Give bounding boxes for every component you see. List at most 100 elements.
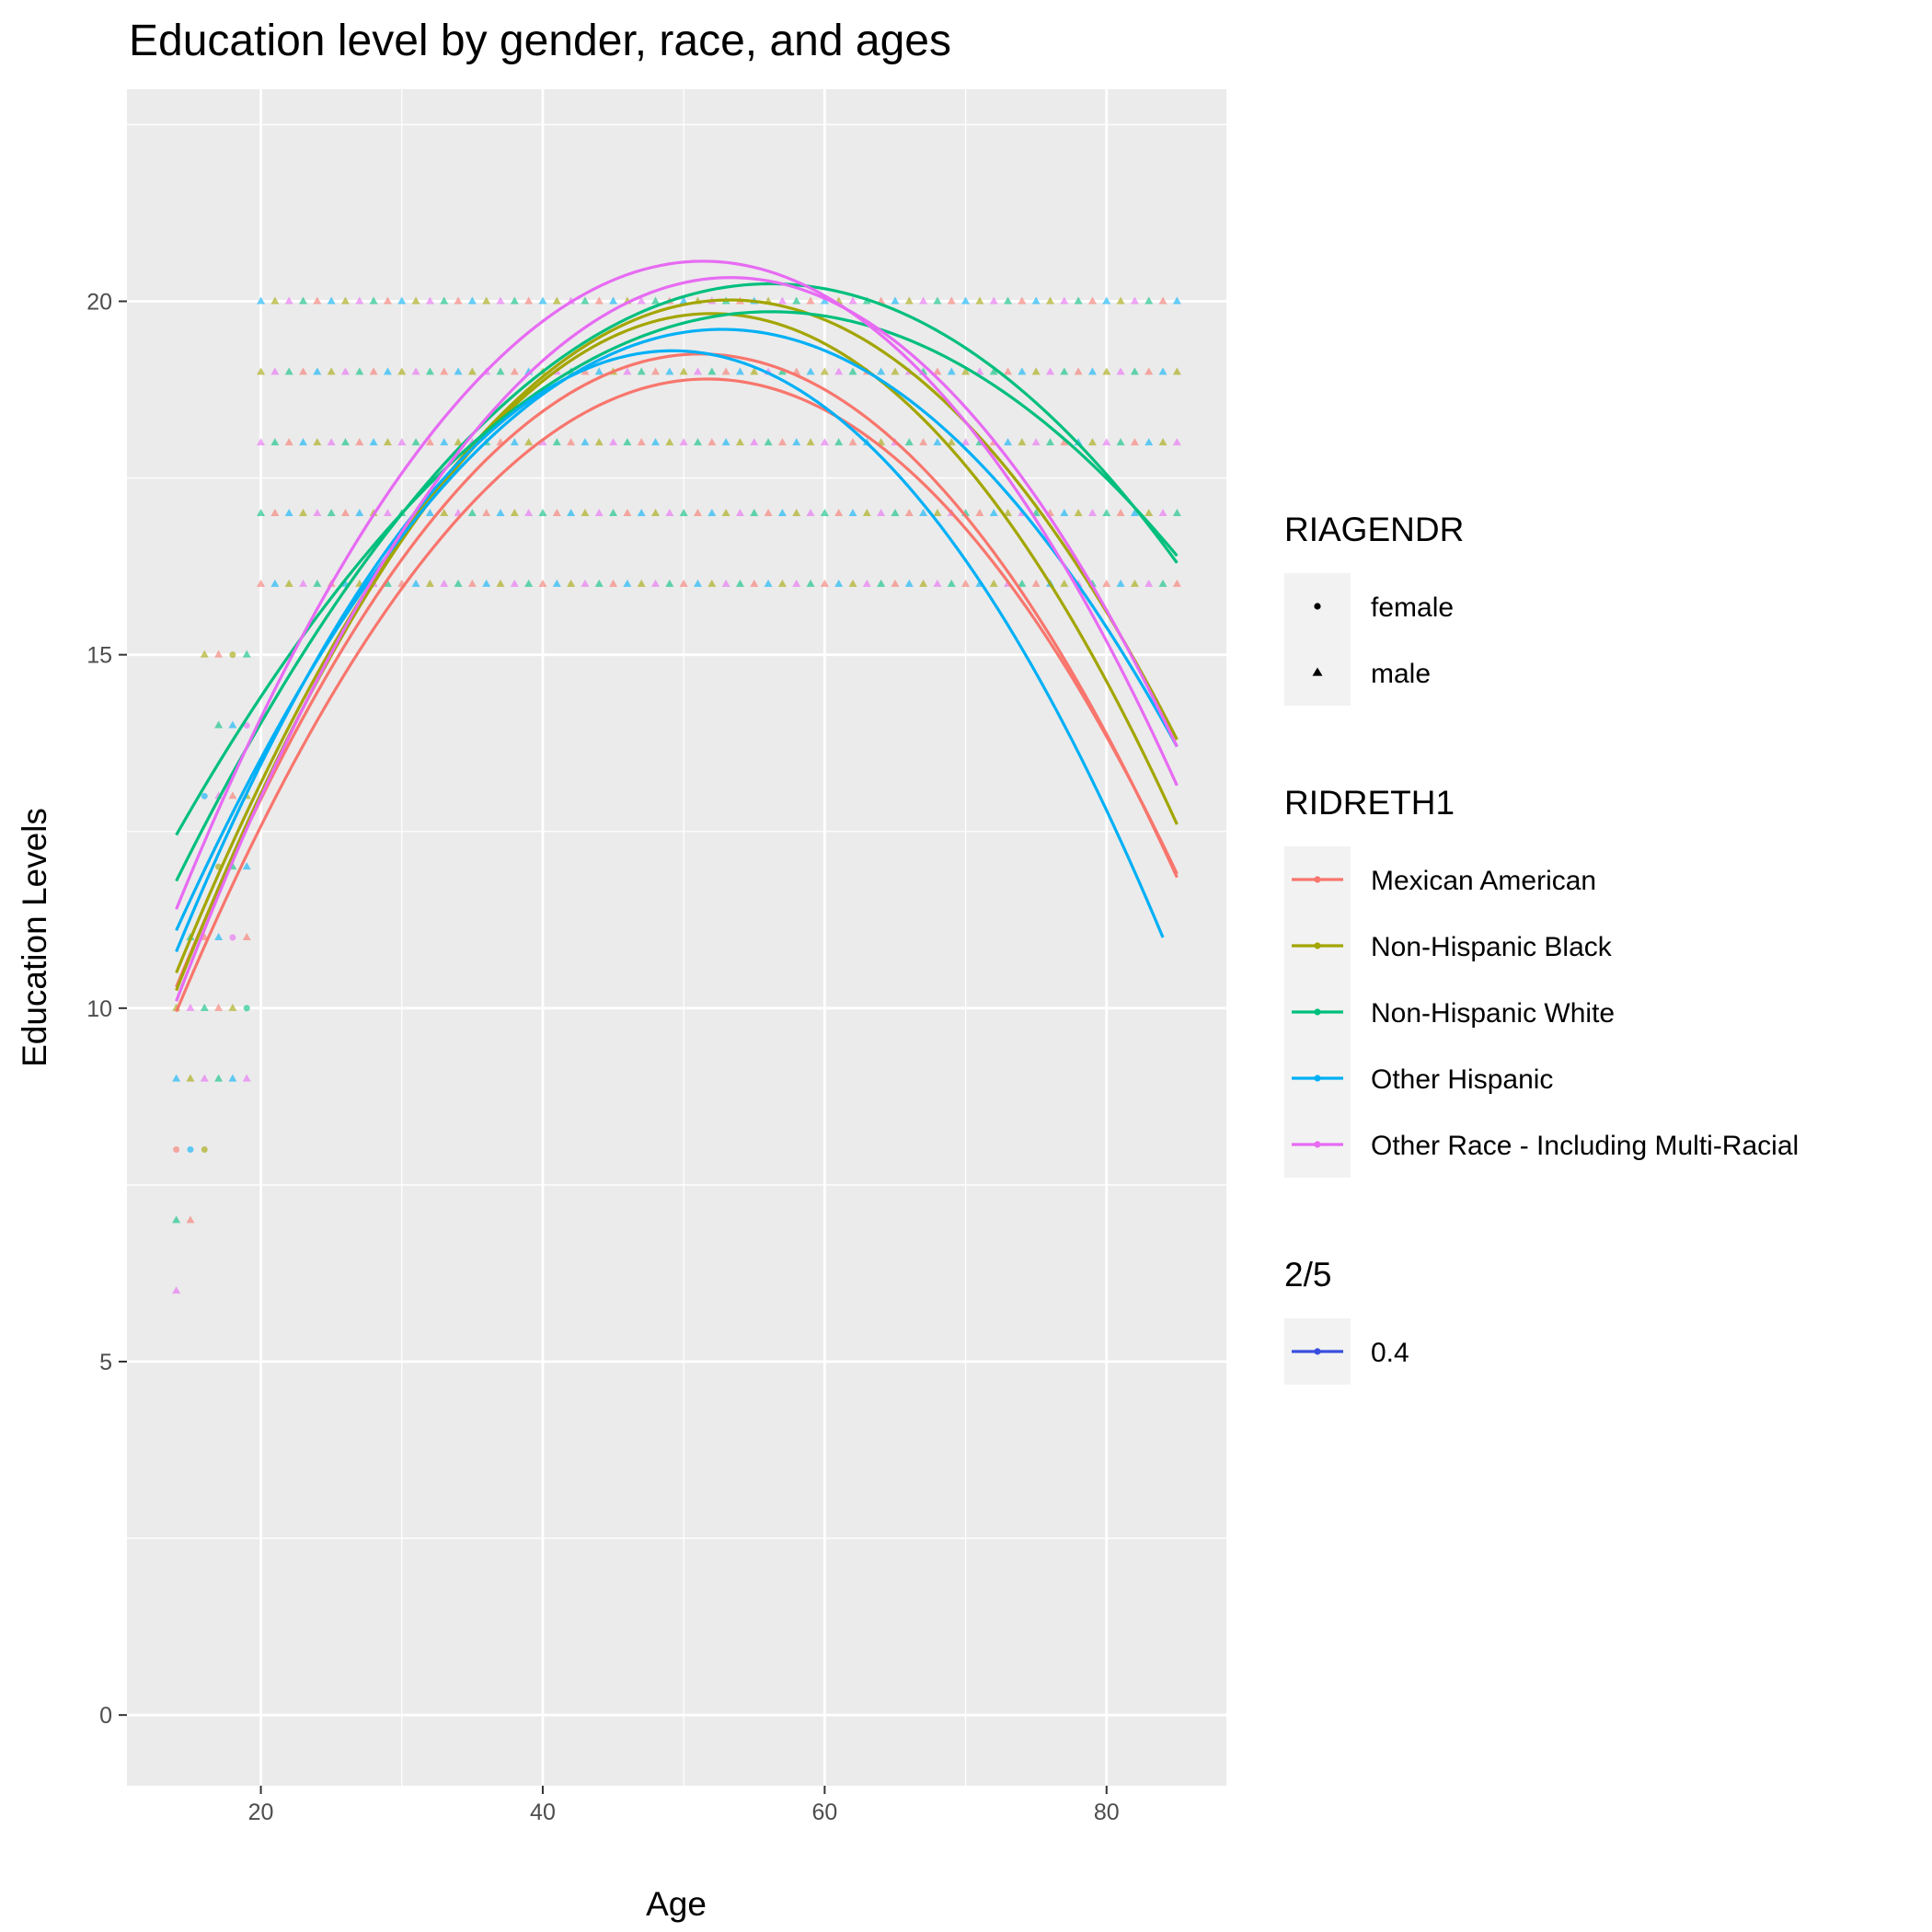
x-tick-label: 60 [811,1800,837,1825]
fit-line [175,352,1179,988]
point-male [806,438,815,446]
point-male [792,579,801,587]
point-male [1144,367,1154,375]
point-male [383,579,392,587]
legend-label: Non-Hispanic Black [1371,932,1613,962]
point-male [609,579,618,587]
point-male [454,579,463,587]
legend-key-male [1312,667,1323,676]
y-tick-label: 0 [99,1703,112,1729]
point-female [243,722,250,729]
point-male [933,367,942,375]
point-male [172,1286,181,1294]
point-male [961,579,971,587]
point-male [637,579,646,587]
point-male [1004,296,1013,305]
point-male [707,509,717,516]
x-tick-label: 40 [530,1800,556,1825]
point-male [284,296,293,305]
point-male [820,367,829,375]
point-male [594,296,604,305]
point-male [806,296,815,305]
point-male [383,367,392,375]
point-male [1116,579,1125,587]
point-male [834,579,844,587]
point-male [1031,579,1041,587]
fit-line [175,259,1179,910]
point-male [397,438,407,446]
point-male [820,296,829,305]
point-male [961,438,971,446]
point-male [299,296,308,305]
point-male [609,438,618,446]
point-male [679,438,688,446]
point-male [397,367,407,375]
point-male [411,296,420,305]
point-male [327,438,336,446]
point-male [581,438,590,446]
point-male [340,296,350,305]
point-male [524,579,534,587]
point-male [919,509,928,516]
point-male [1158,367,1167,375]
point-male [214,720,224,729]
point-male [467,367,477,375]
legend-title: RIDRETH1 [1284,784,1455,822]
point-male [961,367,971,375]
point-male [834,367,844,375]
y-tick-label: 10 [86,996,112,1022]
point-male [1060,367,1069,375]
point-male [327,296,336,305]
point-male [919,438,928,446]
point-male [891,509,900,516]
point-male [270,438,280,446]
point-male [355,509,364,516]
point-male [440,509,449,516]
point-male [1031,438,1041,446]
point-male [777,509,787,516]
point-male [904,579,914,587]
point-male [425,367,434,375]
point-male [467,296,477,305]
point-male [891,367,900,375]
point-male [989,367,998,375]
legend-title: 2/5 [1284,1256,1331,1294]
point-male [1045,438,1054,446]
point-female [187,1146,194,1153]
point-male [313,509,322,516]
point-male [947,438,956,446]
point-male [623,438,632,446]
fit-line [175,310,1179,836]
point-male [1060,296,1069,305]
chart-title: Education level by gender, race, and age… [129,17,951,65]
legend-label: Non-Hispanic White [1371,998,1615,1029]
point-male [1158,438,1167,446]
y-axis-title: Education Levels [16,808,53,1067]
legend-key-dot [1314,1075,1321,1082]
point-male [848,509,857,516]
point-male [594,438,604,446]
point-male [270,367,280,375]
point-male [947,367,956,375]
point-male [284,438,293,446]
point-male [891,296,900,305]
point-male [1074,367,1083,375]
point-male [200,650,209,658]
fit-line [175,276,1179,1002]
point-male [299,367,308,375]
point-male [1144,579,1154,587]
point-male [975,509,984,516]
point-male [200,1074,209,1082]
point-male [242,862,251,870]
point-male [172,1074,181,1082]
point-male [270,509,280,516]
y-tick-label: 5 [99,1350,112,1375]
point-male [186,1215,195,1224]
point-male [1004,509,1013,516]
point-male [707,579,717,587]
point-male [721,509,730,516]
point-male [186,1003,195,1011]
point-male [933,438,942,446]
point-male [904,296,914,305]
point-male [848,438,857,446]
